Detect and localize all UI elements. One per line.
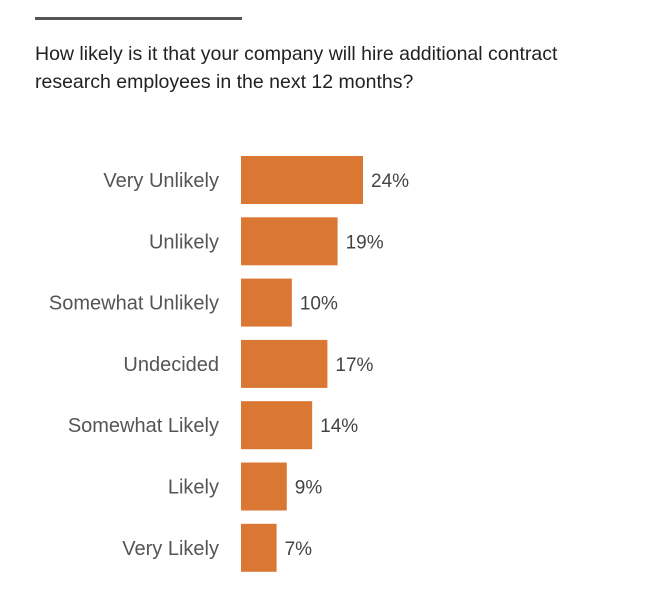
- category-label: Unlikely: [149, 231, 219, 253]
- value-label: 19%: [346, 232, 384, 253]
- top-rule: [35, 17, 242, 20]
- bar: [241, 217, 338, 266]
- category-label: Very Unlikely: [103, 170, 219, 192]
- bar: [241, 462, 287, 511]
- bar: [241, 401, 313, 450]
- bar: [241, 156, 363, 204]
- category-label: Likely: [168, 477, 219, 499]
- value-label: 14%: [320, 416, 358, 437]
- value-label: 9%: [295, 478, 323, 499]
- category-label: Somewhat Unlikely: [49, 293, 219, 315]
- value-label: 17%: [335, 355, 373, 376]
- chart-title: How likely is it that your company will …: [35, 43, 558, 93]
- bar: [241, 278, 292, 327]
- bar: [241, 339, 328, 388]
- value-label: 24%: [371, 171, 409, 192]
- bar: [241, 523, 277, 572]
- value-label: 7%: [285, 539, 313, 560]
- value-label: 10%: [300, 294, 338, 315]
- category-label: Somewhat Likely: [68, 415, 219, 437]
- category-label: Undecided: [123, 354, 219, 376]
- category-label: Very Likely: [122, 538, 219, 560]
